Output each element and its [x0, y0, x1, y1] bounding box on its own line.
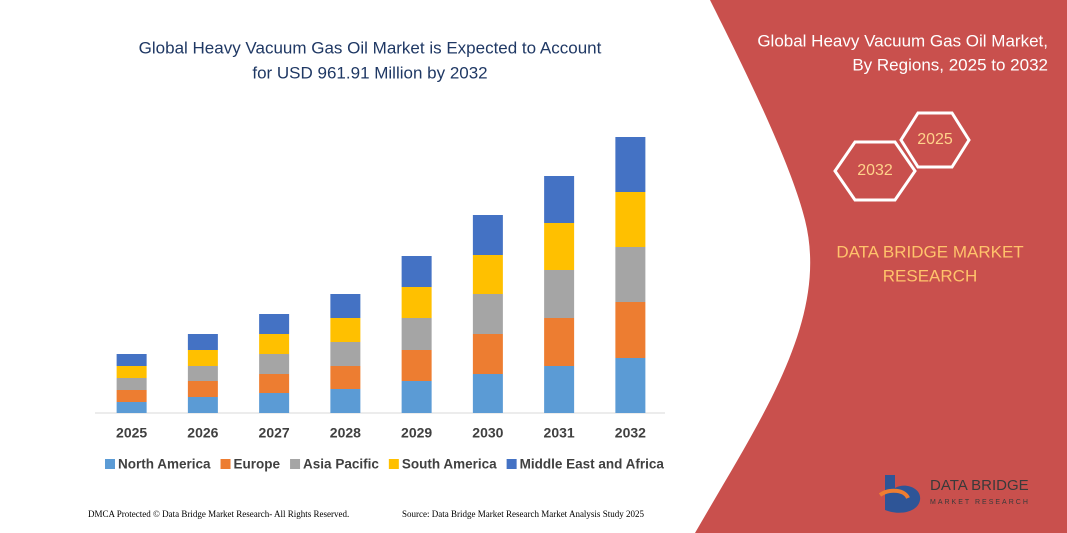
- x-tick-label: 2030: [472, 425, 503, 441]
- bar-segment: [544, 176, 575, 223]
- hexagon-label: 2032: [857, 162, 893, 179]
- bar-segment: [116, 390, 147, 402]
- bar-segment: [116, 366, 147, 378]
- bar-segment: [401, 256, 432, 287]
- bar-segment: [401, 318, 432, 350]
- legend-label: North America: [118, 457, 211, 472]
- bar-segment: [472, 215, 503, 255]
- bar-segment: [615, 192, 646, 247]
- chart-title: Global Heavy Vacuum Gas Oil Market is Ex…: [139, 38, 602, 82]
- bar-segment: [330, 366, 361, 389]
- bar-segment: [259, 393, 290, 413]
- bar-segment: [259, 354, 290, 374]
- x-tick-label: 2032: [615, 425, 646, 441]
- bar-segment: [116, 378, 147, 390]
- bar-segment: [330, 342, 361, 366]
- legend-swatch: [105, 459, 115, 469]
- x-tick-label: 2025: [116, 425, 147, 441]
- bar-segment: [187, 397, 218, 413]
- legend-swatch: [388, 459, 399, 469]
- title-line: for USD 961.91 Million by 2032: [252, 63, 487, 82]
- logo: DATA BRIDGE MARKET RESEARCH: [878, 475, 1030, 513]
- legend-label: Asia Pacific: [303, 457, 379, 472]
- logo-name: DATA BRIDGE: [930, 477, 1029, 494]
- bar-segment: [472, 374, 503, 413]
- logo-tagline: MARKET RESEARCH: [930, 499, 1030, 506]
- x-tick-label: 2027: [259, 425, 290, 441]
- hexagon: [899, 111, 971, 169]
- bar-segment: [401, 287, 432, 318]
- legend-swatch: [506, 459, 517, 469]
- hexagon-label: 2025: [917, 131, 953, 148]
- bar-segment: [259, 334, 290, 354]
- logo-swoosh: [878, 488, 910, 500]
- brand-line: DATA BRIDGE MARKET: [836, 242, 1023, 261]
- bar-segment: [401, 350, 432, 381]
- bar-segment: [472, 334, 503, 374]
- title-line: Global Heavy Vacuum Gas Oil Market is Ex…: [139, 38, 602, 57]
- bar-segment: [615, 302, 646, 358]
- brand-line: RESEARCH: [883, 266, 977, 285]
- bar-segment: [187, 350, 218, 366]
- panel-title-line: Global Heavy Vacuum Gas Oil Market,: [757, 31, 1048, 50]
- bar-segment: [330, 318, 361, 342]
- bar-segment: [330, 389, 361, 413]
- footer-left: DMCA Protected © Data Bridge Market Rese…: [88, 509, 349, 519]
- footer-right: Source: Data Bridge Market Research Mark…: [402, 509, 644, 519]
- bar-segment: [615, 358, 646, 413]
- bar-segment: [259, 314, 290, 334]
- x-tick-label: 2029: [401, 425, 432, 441]
- bar-segment: [116, 402, 147, 413]
- bar-segment: [472, 294, 503, 334]
- hexagon: [833, 140, 917, 202]
- bar-segment: [187, 334, 218, 350]
- bar-segment: [187, 381, 218, 397]
- bar-segment: [615, 137, 646, 192]
- bar-segment: [544, 366, 575, 413]
- bar-segment: [187, 366, 218, 381]
- bar-segment: [259, 374, 290, 393]
- bar-segment: [330, 294, 361, 318]
- bar-segment: [401, 381, 432, 413]
- panel-title-line: By Regions, 2025 to 2032: [852, 55, 1048, 74]
- legend-label: Europe: [234, 457, 281, 472]
- bar-segment: [544, 318, 575, 366]
- bar-segment: [116, 354, 147, 366]
- bar-segment: [615, 247, 646, 302]
- x-tick-label: 2031: [544, 425, 575, 441]
- legend-swatch: [220, 459, 231, 469]
- side-panel: [695, 0, 1067, 533]
- bar-segment: [544, 270, 575, 318]
- legend-label: Middle East and Africa: [520, 457, 665, 472]
- legend-label: South America: [402, 457, 497, 472]
- legend-swatch: [290, 459, 301, 469]
- panel-title: Global Heavy Vacuum Gas Oil Market, By R…: [757, 31, 1048, 74]
- x-tick-label: 2026: [187, 425, 218, 441]
- bar-segment: [544, 223, 575, 270]
- x-tick-label: 2028: [330, 425, 361, 441]
- bar-segment: [472, 255, 503, 294]
